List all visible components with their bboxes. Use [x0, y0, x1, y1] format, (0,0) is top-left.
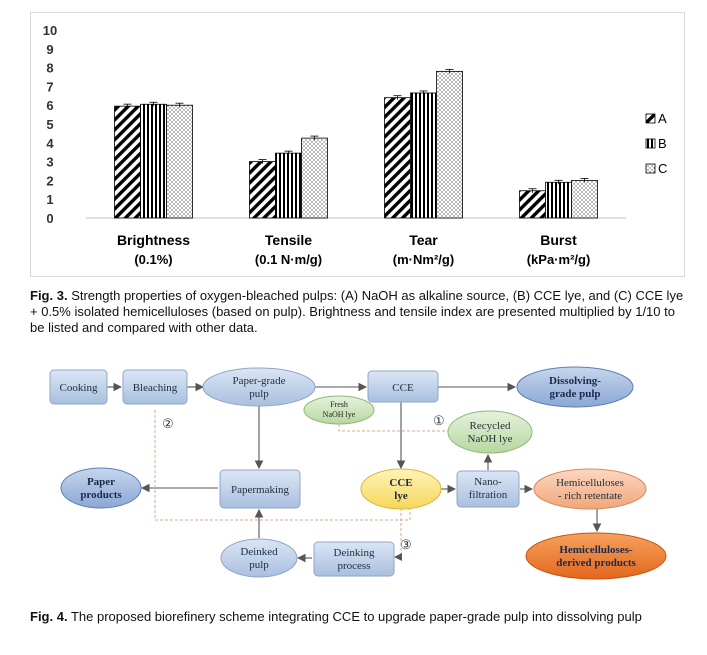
node-paper-products: Paper products [60, 467, 142, 509]
node-cce-label: CCE [392, 382, 414, 394]
marker-2: ② [162, 416, 174, 431]
node-fresh-naoh: Fresh NaOH lye [303, 395, 375, 425]
marker-1: ① [433, 413, 445, 428]
node-cce: CCE [367, 370, 439, 403]
node-deinking-label-2: process [338, 560, 371, 572]
node-hemi-ret-label-2: - rich retentate [558, 490, 622, 502]
legend-label-C: C [658, 161, 667, 176]
node-hemi-retentate: Hemicelluloses - rich retentate [533, 468, 647, 510]
x-category-unit: (kPa·m²/g) [527, 252, 591, 267]
legend-label-B: B [658, 136, 667, 151]
y-tick-label: 3 [46, 155, 53, 170]
node-cce-lye-label-2: lye [394, 490, 408, 502]
node-hemi-ret-label-1: Hemicelluloses [556, 477, 624, 489]
node-recycled-naoh: Recycled NaOH lye [447, 410, 533, 454]
node-bleaching-label: Bleaching [133, 382, 178, 394]
y-tick-label: 4 [46, 136, 54, 151]
node-deinked-pulp: Deinked pulp [220, 538, 298, 578]
fig4-dashed-connectors [154, 410, 460, 561]
node-bleaching: Bleaching [122, 369, 188, 405]
node-dissolving-label-1: Dissolving- [549, 375, 601, 387]
node-paper-products-label-2: products [80, 489, 122, 501]
x-category-label: Tensile [265, 232, 312, 248]
fig3-caption-text: Strength properties of oxygen-bleached p… [30, 288, 684, 335]
bar-B-tensile [275, 152, 302, 219]
bar-C-tensile [301, 137, 328, 219]
node-hemi-prod-label-2: derived products [556, 557, 636, 569]
node-hemi-products: Hemicelluloses- derived products [525, 532, 667, 580]
node-fresh-label-2: NaOH lye [323, 410, 356, 419]
node-deinking-label-1: Deinking [334, 547, 375, 559]
y-tick-label: 2 [46, 173, 53, 188]
fig4-connectors [107, 382, 602, 563]
x-category-label: Tear [409, 232, 438, 248]
node-papermaking: Papermaking [219, 469, 301, 509]
node-paper-products-label-1: Paper [87, 476, 115, 488]
node-dissolving-pulp: Dissolving- grade pulp [516, 366, 634, 408]
node-cooking: Cooking [49, 369, 108, 405]
y-tick-label: 1 [46, 192, 53, 207]
y-tick-label: 5 [46, 117, 53, 132]
node-hemi-prod-label-1: Hemicelluloses- [559, 544, 633, 556]
fig4-caption-label: Fig. 4. [30, 609, 68, 624]
fig3-caption: Fig. 3. Strength properties of oxygen-bl… [30, 288, 685, 336]
y-tick-label: 6 [46, 98, 53, 113]
y-tick-label: 7 [46, 79, 53, 94]
bar-C-burst [571, 179, 598, 219]
x-category-label: Brightness [117, 232, 190, 248]
marker-3: ③ [400, 537, 412, 552]
node-cce-lye: CCE lye [360, 468, 442, 510]
node-nano-label-2: filtration [469, 489, 508, 501]
node-deinked-label-2: pulp [249, 559, 269, 571]
node-fresh-label-1: Fresh [330, 400, 348, 409]
dashed-loop-1 [338, 424, 460, 432]
legend-swatch-A [645, 113, 656, 124]
bar-A-tear [384, 97, 411, 219]
x-category-label: Burst [540, 232, 577, 248]
bar-C-brightness [166, 104, 193, 219]
fig3-caption-label: Fig. 3. [30, 288, 68, 303]
bar-C-tear [436, 70, 463, 219]
y-tick-label: 9 [46, 42, 53, 57]
node-cooking-label: Cooking [60, 382, 98, 394]
fig4-caption: Fig. 4. The proposed biorefinery scheme … [30, 609, 685, 625]
x-category-unit: (0.1 N·m/g) [255, 252, 322, 267]
node-recycled-label-2: NaOH lye [468, 433, 513, 445]
y-tick-label: 10 [43, 23, 57, 38]
legend-swatch-C [645, 163, 656, 174]
x-category-unit: (0.1%) [134, 252, 172, 267]
node-nanofiltration: Nano- filtration [456, 470, 520, 508]
fig4-caption-text: The proposed biorefinery scheme integrat… [70, 609, 642, 624]
node-deinked-label-1: Deinked [240, 546, 278, 558]
node-paper-grade-label-2: pulp [249, 388, 269, 400]
node-cce-lye-label-1: CCE [389, 477, 412, 489]
legend-label-A: A [658, 111, 667, 126]
fig3-bar-chart: 0 1 2 3 4 5 6 7 8 9 10 Brightness (0.1%) Tensile (0.1 … [43, 23, 668, 267]
y-tick-label: 0 [46, 211, 53, 226]
node-paper-grade-pulp: Paper-grade pulp [202, 367, 316, 407]
dashed-loop-2 [154, 410, 411, 521]
y-tick-label: 8 [46, 61, 53, 76]
node-dissolving-label-2: grade pulp [549, 388, 600, 400]
x-category-unit: (m·Nm²/g) [393, 252, 454, 267]
dashed-loop-3 [394, 508, 402, 561]
bar-B-tear [410, 92, 437, 219]
node-papermaking-label: Papermaking [231, 484, 290, 496]
node-recycled-label-1: Recycled [470, 420, 511, 432]
legend-swatch-B [645, 138, 656, 149]
node-deinking-process: Deinking process [313, 541, 395, 577]
node-paper-grade-label-1: Paper-grade [233, 375, 286, 387]
fig3-chart-frame: 0 1 2 3 4 5 6 7 8 9 10 Brightness (0.1%) Tensile (0.1 … [30, 12, 685, 277]
node-nano-label-1: Nano- [474, 476, 502, 488]
